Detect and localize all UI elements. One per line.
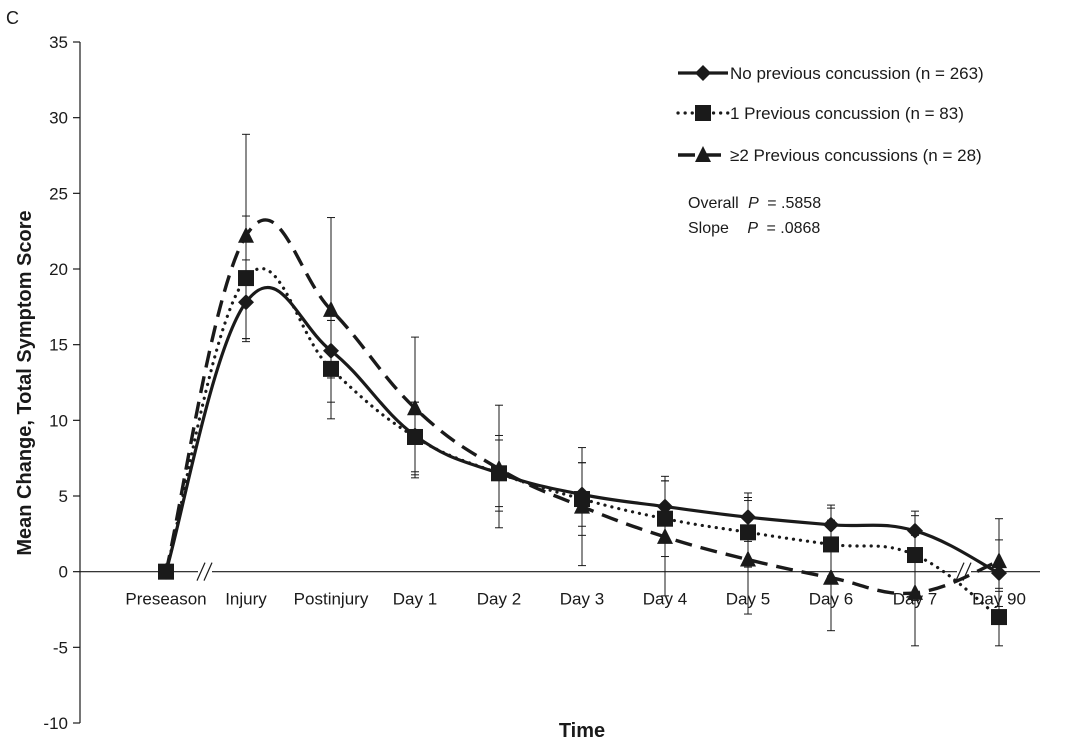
series-3: [158, 133, 1007, 647]
x-tick-label: Day 3: [560, 590, 604, 609]
data-point: [574, 497, 590, 514]
x-tick-label: Day 1: [393, 590, 437, 609]
slope-label: Slope: [688, 220, 729, 237]
legend-label: No previous concussion (n = 263): [730, 64, 984, 83]
legend-item-3: ≥2 Previous concussions (n = 28): [678, 146, 982, 165]
x-tick-label: Day 2: [477, 590, 521, 609]
series-line: [164, 267, 1001, 619]
slope-p-symbol: P: [747, 220, 758, 237]
y-tick-label: -5: [53, 638, 68, 657]
x-tick-label: Day 4: [643, 590, 687, 609]
legend-marker: [695, 105, 711, 121]
y-tick-label: 10: [49, 411, 68, 430]
svg-text:Slope P = .0868: Slope P = .0868: [688, 220, 820, 237]
y-tick-label: 35: [49, 33, 68, 52]
legend-item-1: No previous concussion (n = 263): [678, 64, 984, 83]
x-tick-label: Injury: [225, 590, 267, 609]
x-tick-label: Preseason: [125, 590, 206, 609]
x-tick-label: Postinjury: [294, 590, 369, 609]
stats-annotation: Overall P = .5858 Slope P = .0868: [688, 195, 821, 237]
series-layer: [158, 133, 1007, 647]
legend-item-2: 1 Previous concussion (n = 83): [676, 104, 964, 123]
y-axis-title: Mean Change, Total Symptom Score: [14, 210, 36, 555]
axis-break-mark: [196, 562, 213, 581]
overall-p-symbol: P: [748, 195, 759, 212]
data-point: [991, 609, 1007, 626]
data-point: [657, 527, 673, 544]
x-axis-title: Time: [559, 720, 605, 741]
panel-label: C: [6, 8, 19, 28]
data-point: [991, 552, 1007, 569]
y-tick-label: 5: [59, 487, 68, 506]
slope-p-value: = .0868: [767, 220, 821, 237]
data-point: [823, 568, 839, 585]
data-point: [907, 583, 923, 600]
y-tick-label: 20: [49, 260, 68, 279]
y-tick-label: 25: [49, 184, 68, 203]
legend: No previous concussion (n = 263) 1 Previo…: [676, 64, 984, 165]
data-point: [740, 550, 756, 567]
y-tick-label: 15: [49, 336, 68, 355]
y-tick-label: 0: [59, 563, 68, 582]
overall-label: Overall: [688, 195, 739, 212]
x-axis: Preseason Injury Postinjury Day 1 Day 2 Day 3…: [80, 562, 1040, 609]
y-tick-label: 30: [49, 109, 68, 128]
legend-marker: [695, 146, 711, 162]
data-point: [407, 399, 423, 416]
data-point: [158, 562, 174, 579]
legend-label: ≥2 Previous concussions (n = 28): [730, 146, 982, 165]
series-2: [158, 215, 1007, 647]
y-tick-label: -10: [43, 714, 68, 733]
data-point: [323, 300, 339, 317]
legend-marker: [695, 65, 711, 81]
data-point: [491, 459, 507, 476]
overall-p-value: = .5858: [767, 195, 821, 212]
legend-label: 1 Previous concussion (n = 83): [730, 104, 964, 123]
y-axis: -10 -5 0 5 10 15 20 25 30 35: [43, 33, 81, 733]
data-point: [238, 226, 254, 243]
series-line: [164, 285, 1000, 575]
svg-text:Overall P = .5858: Overall P = .5858: [688, 195, 821, 212]
